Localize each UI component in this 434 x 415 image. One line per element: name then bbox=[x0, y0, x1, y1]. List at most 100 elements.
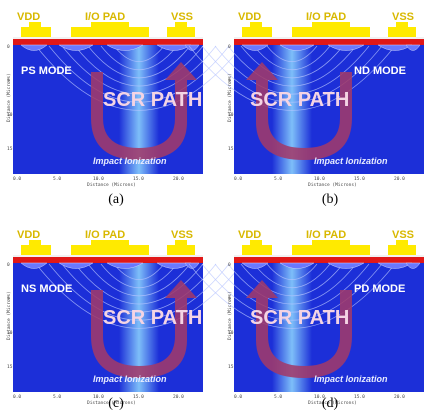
scr-arrow-body bbox=[91, 280, 197, 378]
y-tick-label: 15 bbox=[7, 146, 13, 152]
vss-pad-top bbox=[396, 240, 408, 246]
x-tick-label: 0.0 bbox=[13, 394, 21, 400]
io-pad bbox=[292, 245, 370, 255]
contour-line bbox=[188, 45, 396, 111]
junction-region bbox=[405, 44, 421, 51]
vss-pad bbox=[167, 245, 195, 255]
impact-ionization-label: Impact Ionization bbox=[93, 374, 167, 384]
vdd-pad-top bbox=[250, 240, 262, 246]
contour-line bbox=[214, 45, 370, 95]
x-tick-label: 5.0 bbox=[53, 394, 61, 400]
y-tick-label: 10 bbox=[7, 330, 13, 336]
scr-path-label: SCR PATH bbox=[250, 307, 349, 329]
contour-line bbox=[100, 45, 178, 70]
io-pad-label: I/O PAD bbox=[85, 11, 125, 23]
contour-line bbox=[74, 263, 204, 305]
panel-a: VDD I/O PAD VSS SCR PATH PS MODE Impact Ioniz… bbox=[6, 10, 243, 188]
impact-ionization-label: Impact Ionization bbox=[93, 156, 167, 166]
vss-label: VSS bbox=[392, 11, 414, 23]
contour-line bbox=[266, 45, 318, 62]
junction-region bbox=[106, 262, 144, 269]
junction-regions bbox=[20, 262, 200, 269]
vdd-pad bbox=[21, 245, 51, 255]
panel-d: VDD I/O PAD VSS SCR PATH PD MODE Impact Ioniz… bbox=[188, 228, 428, 406]
y-tick-label: 5 bbox=[228, 296, 231, 302]
x-tick-label: 10.0 bbox=[314, 394, 325, 400]
junction-region bbox=[241, 44, 269, 51]
junction-region bbox=[279, 44, 315, 51]
y-axis-label: Distance (Microns) bbox=[6, 73, 12, 122]
contour-line bbox=[61, 45, 217, 95]
panel-b: VDD I/O PAD VSS SCR PATH ND MODE Impact Ioniz… bbox=[188, 10, 428, 188]
x-tick-label: 0.0 bbox=[234, 176, 242, 182]
top-doping-layer bbox=[13, 39, 203, 45]
junction-regions bbox=[241, 44, 421, 51]
contour-line bbox=[100, 263, 178, 288]
junction-region bbox=[58, 262, 94, 269]
caption-b: (b) bbox=[321, 192, 339, 207]
junction-region bbox=[106, 44, 144, 51]
oxide-layer bbox=[234, 255, 424, 257]
scr-path-label: SCR PATH bbox=[103, 89, 202, 111]
contour-line bbox=[227, 263, 357, 305]
device-cross-section-a: VDD I/O PAD VSS SCR PATH PS MODE Impact Ioniz… bbox=[6, 11, 243, 188]
contour-line bbox=[201, 263, 383, 321]
vss-pad bbox=[167, 27, 195, 37]
y-tick-label: 5 bbox=[7, 296, 10, 302]
scr-arrow-body bbox=[246, 280, 352, 378]
x-tick-label: 15.0 bbox=[354, 176, 365, 182]
x-axis-label: Distance (Microns) bbox=[308, 182, 357, 188]
junction-region bbox=[20, 44, 48, 51]
mode-label: PD MODE bbox=[354, 283, 405, 295]
junction-region bbox=[405, 262, 421, 269]
contour-lines bbox=[35, 45, 243, 111]
contour-line bbox=[214, 263, 370, 313]
caption-d: (d) bbox=[321, 396, 339, 411]
x-tick-label: 20.0 bbox=[394, 176, 405, 182]
y-tick-label: 0 bbox=[7, 262, 10, 268]
y-tick-label: 10 bbox=[7, 112, 13, 118]
junction-regions bbox=[241, 262, 421, 269]
scr-path-arrow bbox=[91, 62, 197, 160]
vdd-pad bbox=[242, 27, 272, 37]
vdd-pad-top bbox=[29, 240, 41, 246]
contour-line bbox=[240, 263, 344, 297]
vdd-label: VDD bbox=[17, 229, 40, 241]
scr-path-arrow bbox=[91, 280, 197, 378]
contour-line bbox=[113, 45, 165, 62]
io-pad-label: I/O PAD bbox=[306, 229, 346, 241]
y-axis-label: Distance (Microns) bbox=[6, 291, 12, 340]
x-tick-label: 5.0 bbox=[274, 394, 282, 400]
vss-pad-top bbox=[396, 22, 408, 28]
contour-line bbox=[87, 263, 191, 297]
oxide-layer bbox=[234, 37, 424, 39]
scr-path-arrow bbox=[246, 280, 352, 378]
top-doping-layer bbox=[13, 257, 203, 263]
x-axis-label: Distance (Microns) bbox=[87, 400, 136, 406]
metal-pads bbox=[242, 240, 416, 255]
metal-pads bbox=[21, 22, 195, 37]
x-axis-label: Distance (Microns) bbox=[308, 400, 357, 406]
y-tick-label: 5 bbox=[228, 78, 231, 84]
contour-lines bbox=[188, 45, 396, 111]
io-pad-top bbox=[312, 240, 350, 246]
contour-line bbox=[188, 263, 396, 329]
contour-line bbox=[48, 263, 230, 321]
vss-pad-top bbox=[175, 240, 187, 246]
top-doping-layer bbox=[234, 257, 424, 263]
io-pad-top bbox=[312, 22, 350, 28]
contour-line bbox=[35, 263, 243, 329]
junction-region bbox=[58, 44, 94, 51]
x-tick-label: 15.0 bbox=[133, 176, 144, 182]
x-tick-label: 10.0 bbox=[314, 176, 325, 182]
x-tick-label: 0.0 bbox=[13, 176, 21, 182]
impact-ionization-label: Impact Ionization bbox=[314, 374, 388, 384]
y-tick-label: 5 bbox=[7, 78, 10, 84]
impact-ionization-label: Impact Ionization bbox=[314, 156, 388, 166]
y-tick-label: 15 bbox=[228, 364, 234, 370]
mode-label: NS MODE bbox=[21, 283, 72, 295]
contour-lines bbox=[35, 263, 243, 329]
contour-line bbox=[113, 263, 165, 280]
x-tick-label: 0.0 bbox=[234, 394, 242, 400]
contour-line bbox=[48, 45, 230, 103]
